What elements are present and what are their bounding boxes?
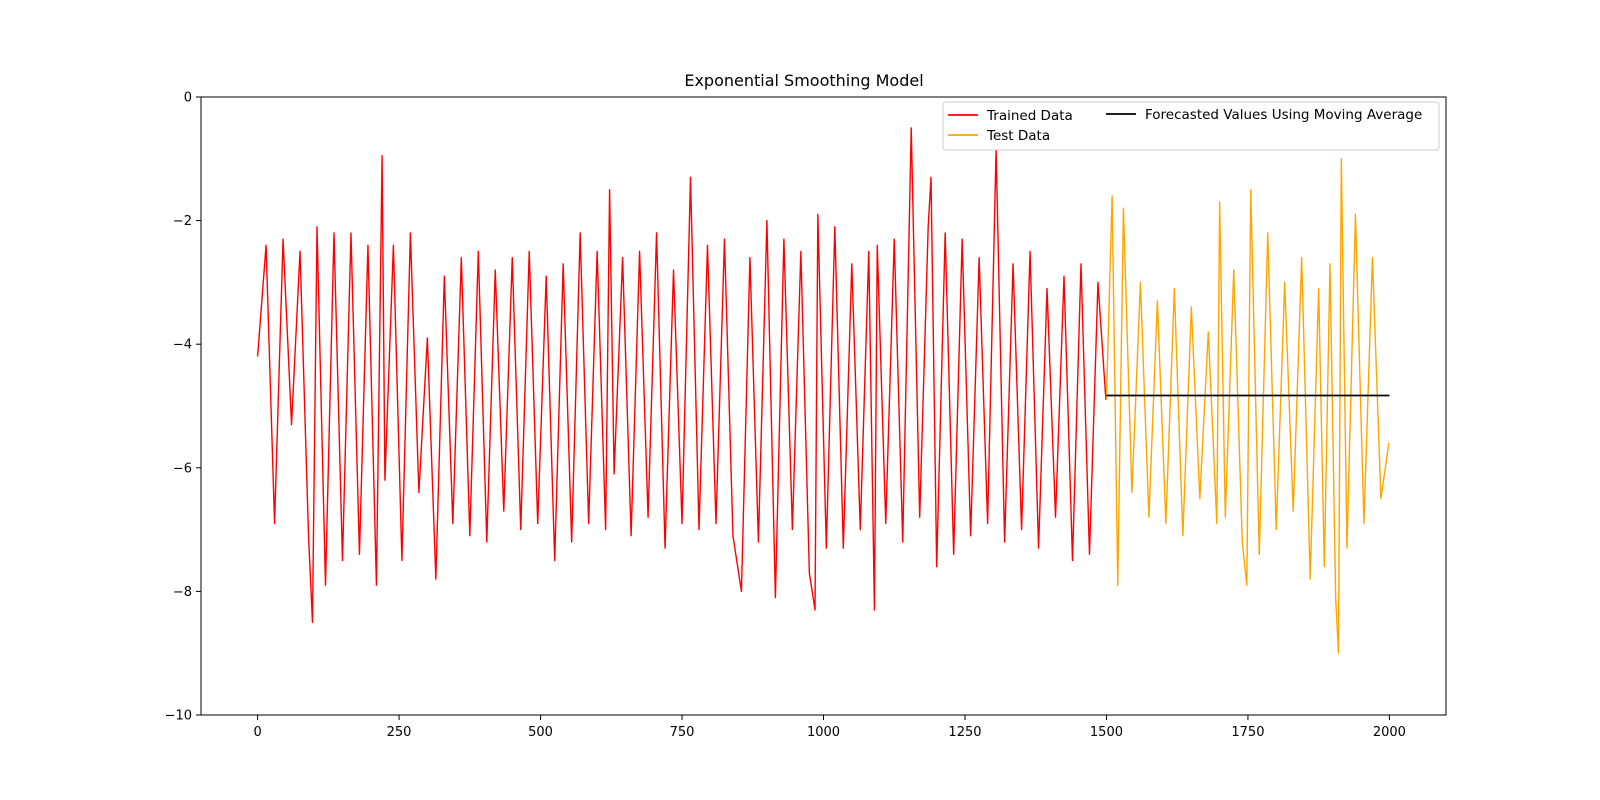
- x-tick-label: 1500: [1090, 725, 1123, 740]
- y-tick-label: −10: [165, 709, 192, 724]
- y-tick-label: −4: [173, 338, 192, 353]
- x-tick-label: 250: [387, 725, 412, 740]
- y-tick-label: −8: [173, 585, 192, 600]
- x-tick-label: 1000: [807, 725, 840, 740]
- x-tick-label: 1750: [1231, 725, 1264, 740]
- series-layer: [256, 127, 1390, 654]
- y-axis: 0 −2 −4 −6 −8 −10: [165, 91, 201, 724]
- x-tick-label: 500: [528, 725, 553, 740]
- y-tick-label: −6: [173, 461, 192, 476]
- legend-frame: [942, 101, 1440, 151]
- y-tick-label: −2: [173, 214, 192, 229]
- x-tick-label: 2000: [1373, 725, 1406, 740]
- series-line-test-data: [1105, 158, 1390, 654]
- series-line-trained-data: [256, 127, 1107, 623]
- x-tick-label: 0: [253, 725, 261, 740]
- y-tick-label: 0: [184, 91, 192, 106]
- x-tick-label: 750: [670, 725, 695, 740]
- legend-label-test-data: Test Data: [986, 128, 1050, 144]
- legend: Trained Data Test Data Forecasted Values…: [942, 101, 1440, 151]
- legend-label-forecast: Forecasted Values Using Moving Average: [1145, 107, 1422, 123]
- x-tick-label: 1250: [948, 725, 981, 740]
- legend-label-trained-data: Trained Data: [986, 108, 1073, 124]
- chart-title: Exponential Smoothing Model: [684, 71, 923, 90]
- x-axis: 0 250 500 750 1000 1250 1500 1750 2000: [253, 715, 1406, 740]
